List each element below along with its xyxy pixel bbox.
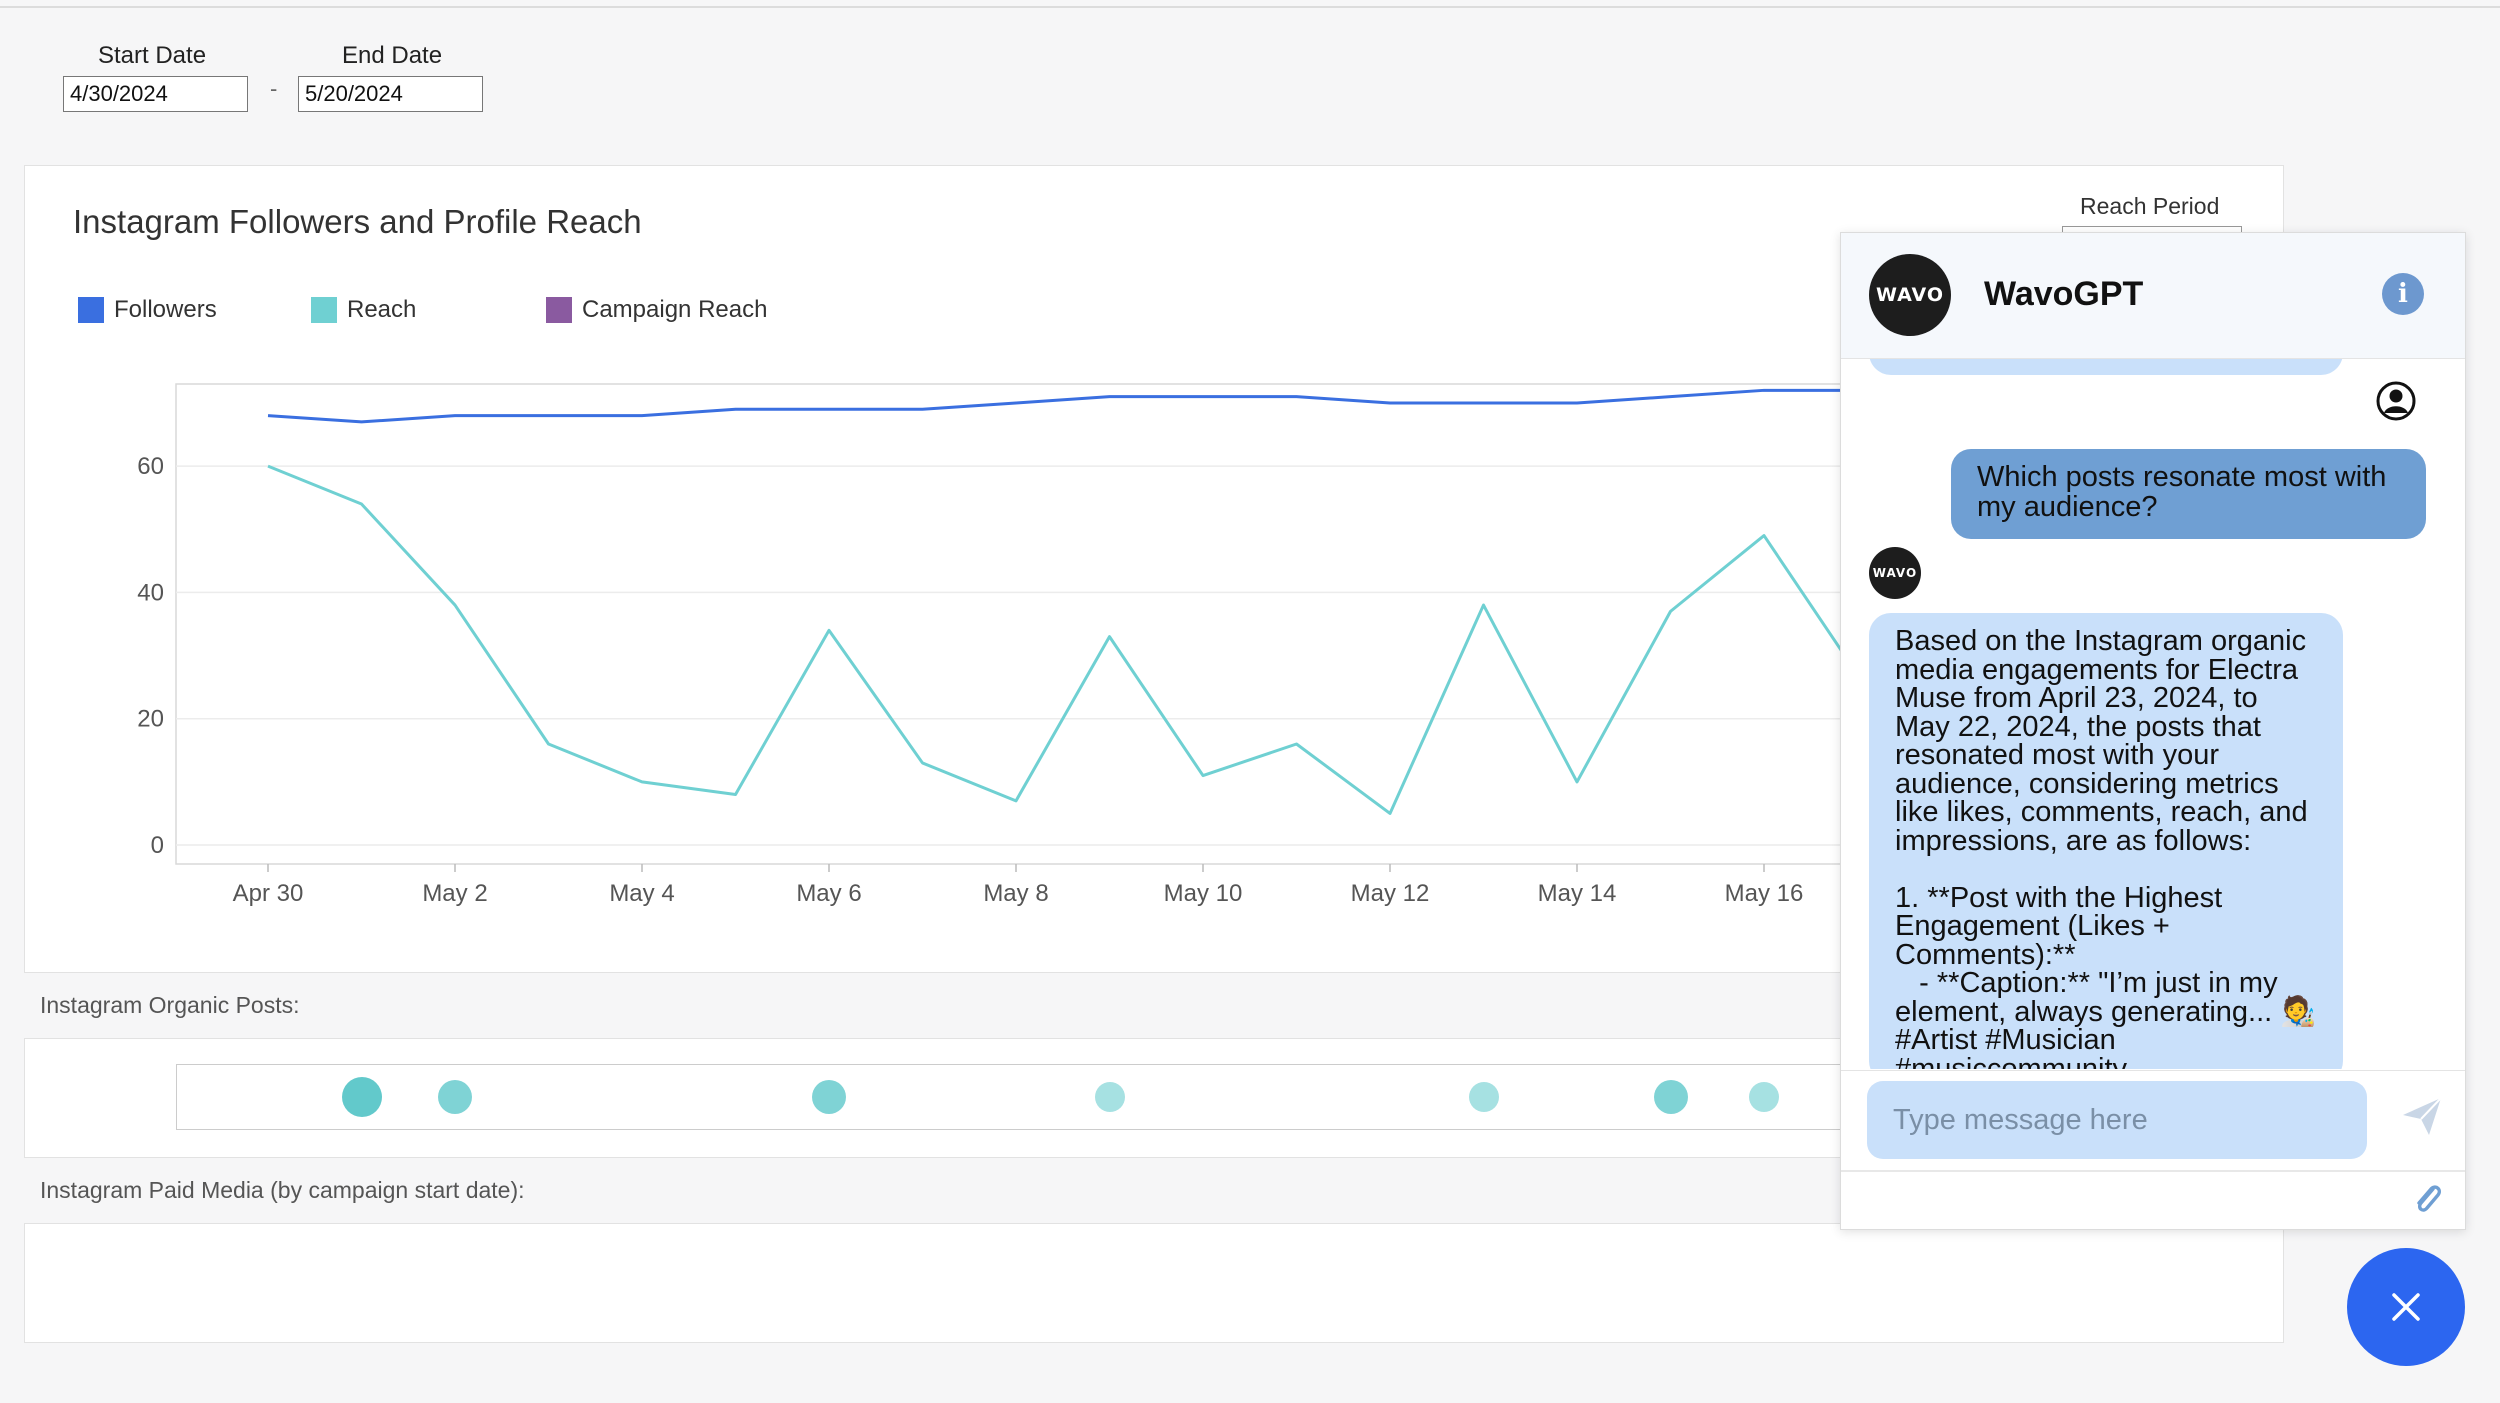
- bot-message-line: May 22, 2024, the posts that: [1895, 710, 2261, 743]
- y-tick-label: 20: [137, 706, 164, 733]
- y-tick-label: 0: [151, 832, 164, 859]
- bot-message-line: Based on the Instagram organic: [1895, 625, 2307, 657]
- chat-messages[interactable]: Which posts resonate most with my audien…: [1841, 359, 2465, 1069]
- wavo-logo: WAVO: [1869, 254, 1951, 336]
- previous-bot-bubble: [1869, 359, 2343, 375]
- reach-period-label: Reach Period: [2080, 193, 2220, 219]
- x-tick-label: May 6: [796, 880, 861, 907]
- x-tick-label: May 4: [609, 880, 674, 907]
- legend-followers[interactable]: Followers: [78, 296, 217, 324]
- series-line-reach: [267, 464, 1859, 815]
- x-tick-label: May 16: [1725, 880, 1804, 907]
- x-tick-label: May 12: [1351, 880, 1430, 907]
- x-tick-label: Apr 30: [233, 880, 304, 907]
- top-divider: [0, 6, 2500, 8]
- organic-post-dot[interactable]: [812, 1080, 846, 1114]
- legend-label: Followers: [114, 296, 217, 323]
- bot-message-bubble: Based on the Instagram organic media enga…: [1869, 613, 2343, 1069]
- series-line-followers: [267, 388, 1858, 424]
- bot-message-line: Engagement (Likes +: [1895, 910, 2170, 942]
- legend-reach[interactable]: Reach: [311, 296, 416, 324]
- bot-message-line: resonated most with your: [1895, 739, 2219, 771]
- info-icon[interactable]: i: [2382, 273, 2424, 315]
- x-tick-label: May 14: [1538, 880, 1617, 907]
- chat-header: WAVO WavoGPT i: [1841, 233, 2465, 359]
- chart-title: Instagram Followers and Profile Reach: [73, 203, 642, 240]
- paid-media-label: Instagram Paid Media (by campaign start …: [40, 1177, 525, 1203]
- organic-post-dot[interactable]: [1653, 1080, 1688, 1114]
- message-input[interactable]: [1867, 1081, 2367, 1159]
- y-tick-label: 60: [137, 453, 164, 480]
- organic-posts-label: Instagram Organic Posts:: [40, 992, 300, 1018]
- date-separator: -: [270, 76, 278, 101]
- start-date-input[interactable]: [63, 76, 248, 112]
- end-date-label: End Date: [342, 42, 443, 69]
- bot-message-line: [1895, 855, 2317, 884]
- chat-input-area: [1841, 1070, 2465, 1229]
- bot-message-line: audience, considering metrics: [1895, 767, 2279, 800]
- chat-widget: WAVO WavoGPT i Which posts resonate most…: [1840, 232, 2466, 1230]
- legend-swatch-followers: [78, 297, 104, 323]
- legend-label: Campaign Reach: [582, 296, 768, 323]
- x-tick-label: May 8: [983, 880, 1048, 907]
- legend-swatch-campaign-reach: [546, 297, 572, 323]
- bot-message-line: Comments):**: [1895, 938, 2076, 971]
- send-icon[interactable]: [2399, 1093, 2445, 1139]
- x-tick-label: May 10: [1164, 880, 1243, 907]
- legend-campaign-reach[interactable]: Campaign Reach: [546, 296, 767, 324]
- bot-message-text: Based on the Instagram organic media enga…: [1895, 627, 2317, 1069]
- x-tick-label: May 2: [422, 880, 487, 907]
- user-avatar-icon: [2376, 381, 2416, 421]
- bot-message-line: media engagements for Electra: [1895, 653, 2298, 686]
- close-icon: [2392, 1293, 2420, 1321]
- organic-post-dot[interactable]: [1094, 1082, 1125, 1112]
- bot-message-line: impressions, are as follows:: [1895, 824, 2252, 857]
- bot-message-line: 1. **Post with the Highest: [1895, 881, 2223, 914]
- user-message-bubble: Which posts resonate most with my audien…: [1951, 449, 2426, 539]
- bot-message-line: Muse from April 23, 2024, to: [1895, 682, 2258, 714]
- legend-label: Reach: [347, 296, 417, 323]
- bot-avatar: WAVO: [1869, 547, 1921, 599]
- plot-frame: [175, 383, 2101, 865]
- chat-title: WavoGPT: [1984, 275, 2144, 313]
- bot-message-line: #musiccommunity: [1895, 1052, 2128, 1069]
- paperclip-icon[interactable]: [2411, 1179, 2443, 1219]
- y-tick-label: 40: [137, 579, 164, 606]
- end-date-input[interactable]: [298, 76, 483, 112]
- bot-message-line: #Artist #Musician: [1895, 1024, 2116, 1056]
- organic-post-dot[interactable]: [438, 1080, 472, 1114]
- close-chat-button[interactable]: [2347, 1248, 2465, 1366]
- bot-message-line: like likes, comments, reach, and: [1895, 796, 2308, 828]
- start-date-label: Start Date: [98, 42, 207, 69]
- organic-post-dot[interactable]: [1749, 1082, 1779, 1112]
- bot-message-line: element, always generating... 🧑‍🎨: [1895, 995, 2317, 1028]
- organic-post-dot[interactable]: [1468, 1082, 1499, 1112]
- organic-post-dot[interactable]: [341, 1077, 382, 1117]
- legend-swatch-reach: [311, 297, 337, 323]
- line-chart: 0 20 40 60 Apr 30 May 2 May 4 May 6 May 8 May 10 M…: [137, 383, 2101, 907]
- paid-media-panel: [24, 1223, 2284, 1343]
- input-divider: [1841, 1170, 2465, 1172]
- bot-message-line: - **Caption:** "I’m just in my: [1895, 967, 2278, 999]
